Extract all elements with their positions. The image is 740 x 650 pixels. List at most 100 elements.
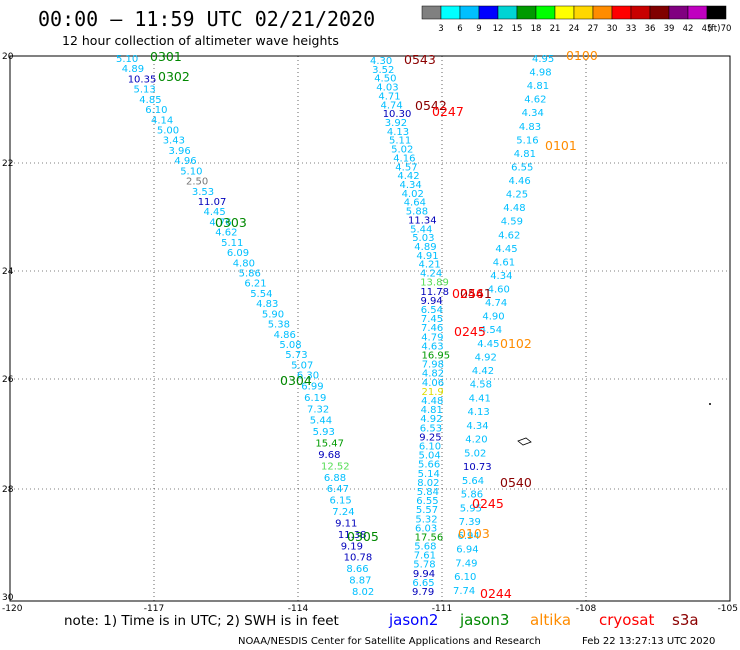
wave-height-reading: 4.61	[493, 257, 515, 268]
pass-time-label: 0543	[404, 52, 436, 67]
latitude-label: 30	[2, 593, 14, 603]
wave-height-reading: 7.39	[459, 517, 481, 528]
wave-height-reading: 4.45	[495, 244, 517, 255]
wave-height-reading: 7.46	[421, 323, 443, 334]
wave-height-reading: 5.10	[180, 166, 202, 177]
wave-height-reading: 11.34	[408, 215, 437, 226]
wave-height-reading: 4.14	[151, 115, 173, 126]
wave-height-reading: 4.81	[421, 405, 443, 416]
footer-timestamp: Feb 22 13:27:13 UTC 2020	[582, 636, 715, 647]
wave-height-reading: 4.98	[529, 68, 551, 79]
wave-height-reading: 5.64	[462, 476, 484, 487]
wave-height-reading: 4.59	[501, 217, 523, 228]
wave-height-reading: 5.08	[279, 340, 301, 351]
island-shape	[517, 437, 532, 446]
pass-time-label: 0245	[472, 496, 504, 511]
wave-height-reading: 4.81	[514, 149, 536, 160]
wave-height-reading: 5.11	[221, 238, 243, 249]
wave-height-reading: 5.02	[464, 448, 486, 459]
wave-height-reading: 4.89	[414, 242, 436, 253]
satellite-tracks: 5.104.8910.355.134.856.104.145.003.433.9…	[116, 54, 554, 598]
wave-height-reading: 3.92	[385, 118, 407, 129]
pass-time-label: 0301	[150, 49, 182, 64]
scale-swatch	[440, 5, 461, 20]
wave-height-reading: 4.62	[498, 230, 520, 241]
scale-label: 42	[683, 24, 694, 34]
wave-height-reading: 6.10	[419, 442, 441, 453]
wave-height-reading: 5.68	[414, 542, 436, 553]
wave-height-reading: 5.32	[415, 514, 437, 525]
wave-height-reading: 4.76	[209, 217, 231, 228]
scale-label: 36	[645, 24, 656, 34]
wave-height-reading: 7.98	[422, 360, 444, 371]
map-subtitle: 12 hour collection of altimeter wave hei…	[62, 33, 339, 48]
satellite-legend-jason3: jason3	[459, 611, 509, 629]
wave-height-reading: 6.88	[324, 473, 346, 484]
longitude-label: -111	[432, 604, 452, 614]
wave-height-reading: 4.50	[374, 74, 396, 85]
scale-swatch	[687, 5, 708, 20]
wave-height-reading: 4.74	[381, 100, 403, 111]
scale-label: 27	[588, 24, 599, 34]
wave-height-reading: 3.43	[163, 136, 185, 147]
longitude-label: -108	[576, 604, 597, 614]
wave-height-reading: 5.66	[418, 460, 440, 471]
wave-height-reading: 10.78	[344, 553, 373, 564]
latitude-label: 28	[2, 485, 14, 495]
scale-label: 3	[438, 24, 443, 34]
pass-time-label: 0101	[545, 138, 577, 153]
wave-height-reading: 4.34	[490, 271, 512, 282]
scale-label: 30	[607, 24, 618, 34]
wave-height-reading: 5.10	[116, 54, 138, 65]
wave-height-reading: 4.41	[469, 393, 491, 404]
satellite-legend: jason2 jason3 altika cryosat s3a	[388, 611, 699, 629]
satellite-legend-s3a: s3a	[672, 611, 699, 629]
wave-height-reading: 10.35	[128, 74, 157, 85]
pass-time-labels: 0301 0302 0303 0304 0305 0100 0101 0102 0103 0543…	[150, 48, 598, 601]
wave-height-reading: 4.91	[416, 251, 438, 262]
scale-label: 39	[664, 24, 675, 34]
wave-height-reading: 5.38	[268, 320, 290, 331]
wave-height-reading: 11.07	[198, 197, 227, 208]
wave-height-reading: 4.02	[402, 189, 424, 200]
wave-height-reading: 6.54	[421, 305, 443, 316]
wave-height-reading: 5.54	[250, 289, 272, 300]
wave-height-reading: 5.57	[416, 505, 438, 516]
map-title: 00:00 – 11:59 UTC 02/21/2020	[38, 7, 375, 31]
wave-height-reading: 6.47	[327, 484, 349, 495]
wave-height-reading: 3.52	[372, 65, 394, 76]
scale-swatch	[478, 5, 499, 20]
wave-height-reading: 6.15	[330, 496, 352, 507]
wave-height-reading: 7.32	[307, 404, 329, 415]
pass-time-label: 0245	[454, 324, 486, 339]
wave-height-reading: 6.19	[304, 393, 326, 404]
pass-time-label: 0304	[280, 373, 312, 388]
pass-time-label: 0102	[500, 336, 532, 351]
wave-height-reading: 4.95	[532, 54, 554, 65]
wave-height-reading: 4.20	[465, 435, 487, 446]
longitude-labels: -120 -117 -114 -111 -108 -105	[2, 604, 738, 614]
wave-height-reading: 4.85	[139, 95, 161, 106]
wave-height-reading: 6.30	[297, 371, 319, 382]
wave-height-reading: 4.48	[421, 396, 443, 407]
wave-height-reading: 21.9	[422, 387, 444, 398]
wave-height-reading: 5.02	[391, 145, 413, 156]
scale-label: 18	[531, 24, 542, 34]
wave-height-reading: 5.16	[516, 135, 538, 146]
wave-height-reading: 5.00	[157, 126, 179, 137]
longitude-label: -114	[288, 604, 309, 614]
scale-label: 9	[476, 24, 481, 34]
wave-height-reading: 3.96	[169, 146, 191, 157]
wave-height-reading: 5.11	[389, 136, 411, 147]
wave-height-reading: 5.86	[461, 490, 483, 501]
island-marks	[517, 403, 711, 446]
scale-label: 45	[702, 24, 713, 34]
wave-height-reading: 4.45	[477, 339, 499, 350]
wave-height-reading: 15.47	[315, 439, 344, 450]
scale-swatch	[649, 5, 670, 20]
wave-height-reading: 6.65	[412, 578, 434, 589]
wave-height-reading: 4.71	[378, 91, 400, 102]
satellite-legend-jason2: jason2	[388, 611, 438, 629]
wave-height-reading: 6.94	[458, 531, 480, 542]
